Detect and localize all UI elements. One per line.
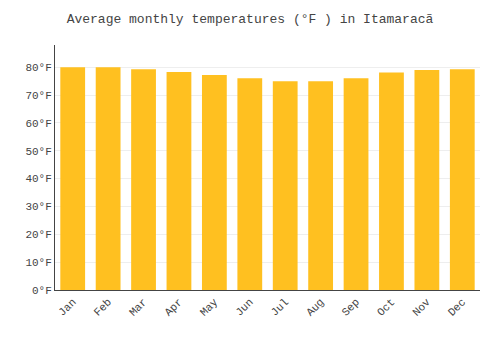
svg-text:Jun: Jun [233, 296, 255, 318]
svg-text:40°F: 40°F [25, 173, 51, 185]
svg-text:80°F: 80°F [25, 62, 51, 74]
svg-text:Jan: Jan [56, 296, 78, 318]
svg-text:Aug: Aug [304, 296, 326, 318]
svg-text:Oct: Oct [375, 296, 397, 318]
svg-text:Mar: Mar [127, 296, 149, 318]
svg-text:Average monthly temperatures (: Average monthly temperatures (°F ) in It… [67, 12, 434, 27]
svg-text:30°F: 30°F [25, 201, 51, 213]
svg-text:Jul: Jul [269, 296, 291, 318]
svg-text:Apr: Apr [162, 296, 184, 318]
svg-text:50°F: 50°F [25, 146, 51, 158]
svg-text:60°F: 60°F [25, 118, 51, 130]
svg-text:Nov: Nov [410, 296, 433, 319]
svg-text:Feb: Feb [92, 296, 114, 318]
svg-text:10°F: 10°F [25, 257, 51, 269]
svg-text:70°F: 70°F [25, 90, 51, 102]
svg-text:Dec: Dec [446, 296, 468, 318]
svg-text:May: May [198, 296, 221, 319]
svg-text:20°F: 20°F [25, 229, 51, 241]
svg-text:Sep: Sep [340, 296, 362, 318]
svg-text:0°F: 0°F [32, 285, 52, 297]
